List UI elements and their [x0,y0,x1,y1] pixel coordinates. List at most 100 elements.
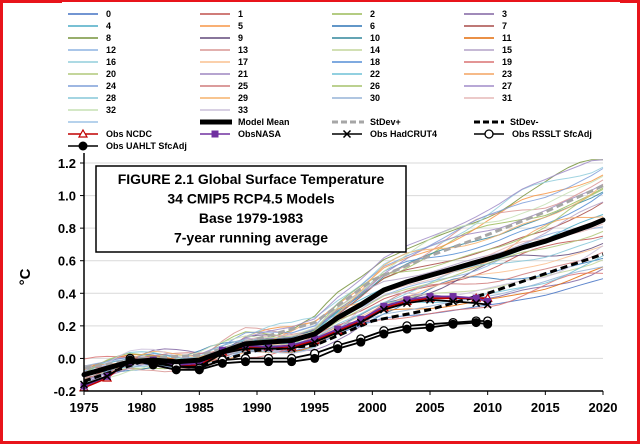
model-line-3 [83,268,604,381]
legend-label-model: 10 [370,33,380,43]
obs-point-obs-uahlt-sfcadj [310,353,320,363]
obs-point-obs-uahlt-sfcadj [194,365,204,375]
obs-point-obs-uahlt-sfcadj [379,329,389,339]
obs-point-obsnasa [357,315,365,323]
legend-label-model: 21 [238,69,248,79]
x-tick-label: 2000 [358,400,387,415]
y-tick-label: 0.0 [58,351,76,366]
obs-point-obs-uahlt-sfcadj [402,324,412,334]
x-tick-label: 1985 [185,400,214,415]
legend-box [62,2,620,153]
title-line-4: 7-year running average [174,230,328,246]
obs-point-obs-uahlt-sfcadj [448,319,458,329]
obs-point-obs-hadcrut4 [402,299,411,308]
legend-label-model: 25 [238,81,248,91]
obs-point-obs-uahlt-sfcadj [425,322,435,332]
legend-label-model: 13 [238,45,248,55]
obs-point-obsnasa [426,293,434,301]
y-tick-label: 1.2 [58,156,76,171]
obs-point-obsnasa [288,341,296,349]
legend-label-model: 14 [370,45,380,55]
legend-label-model: 24 [106,81,116,91]
legend-label-model: 18 [370,57,380,67]
title-line-2: 34 CMIP5 RCP4.5 Models [167,191,334,207]
model-line-22 [83,255,604,374]
obs-point-obs-hadcrut4 [356,318,365,327]
legend-label-model: 33 [238,105,248,115]
obs-point-obs-hadcrut4 [310,338,319,347]
legend-label-model: 8 [106,33,111,43]
legend-marker-obs-hadcrut4 [342,129,352,139]
y-tick-label: -0.2 [54,384,76,399]
y-tick-label: 1.0 [58,189,76,204]
legend-marker-obs-uahlt-sfcadj [78,141,88,151]
x-tick-label: 1980 [127,400,156,415]
x-tick-label: 1990 [243,400,272,415]
obs-point-obs-hadcrut4 [449,297,458,306]
legend-label-model: 31 [502,93,512,103]
obs-point-obs-uahlt-sfcadj [356,337,366,347]
obs-point-obsnasa [449,293,457,301]
obs-point-obsnasa [472,294,480,302]
x-tick-label: 2010 [473,400,502,415]
legend-label-model: 30 [370,93,380,103]
legend-label-model: 19 [502,57,512,67]
y-tick-label: 0.4 [58,286,77,301]
legend-marker-obsnasa [211,130,219,138]
legend-label-model: 9 [238,33,243,43]
model-mean-line [81,217,606,378]
obs-point-obs-hadcrut4 [103,372,112,381]
legend-marker-obs-rsslt-sfcadj [484,129,494,139]
obs-point-obsnasa [403,296,411,304]
legend-label-model: 0 [106,9,111,19]
obs-point-obs-hadcrut4 [264,344,273,353]
legend-label-model: 16 [106,57,116,67]
legend-label-model: 12 [106,45,116,55]
x-tick-label: 1975 [70,400,99,415]
obs-point-obs-uahlt-sfcadj [171,365,181,375]
obs-point-obsnasa [380,302,388,310]
model-mean-path [81,217,606,378]
stdev-plus-line [83,184,604,370]
legend-label-model: 3 [502,9,507,19]
model-line-33 [83,245,604,378]
legend-marker-obs-ncdc [77,128,89,138]
obs-point-obs-uahlt-sfcadj [287,357,297,367]
legend-label-obsnasa: ObsNASA [238,129,282,139]
legend-label-model: 6 [370,21,375,31]
legend-label-model: 5 [238,21,243,31]
legend-label-model: 20 [106,69,116,79]
title-line-3: Base 1979-1983 [199,210,304,226]
legend-label-model: 32 [106,105,116,115]
legend-label-model: 4 [106,21,111,31]
title-box: FIGURE 2.1 Global Surface Temperature 34 … [95,165,407,253]
title-box-frame [95,165,407,253]
legend-label-model: 29 [238,93,248,103]
legend-label-model: 1 [238,9,243,19]
obs-point-obs-uahlt-sfcadj [471,318,481,328]
obs-point-obs-hadcrut4 [287,344,296,353]
legend-label-model-mean: Model Mean [238,117,290,127]
legend-label-model: 28 [106,93,116,103]
obs-point-obsnasa [334,325,342,333]
obs-point-obs-uahlt-sfcadj [217,358,227,368]
obs-point-obs-hadcrut4 [333,328,342,337]
axes: 1975 1980 1985 1990 1995 2000 2005 2010 2015 2020… [17,125,617,415]
y-tick-label: 0.8 [58,221,76,236]
legend-label-model: 11 [502,33,512,43]
legend-label-stdev-minus: StDev- [510,117,539,127]
x-tick-label: 2015 [531,400,560,415]
legend-label-model: 27 [502,81,512,91]
x-tick-label: 2020 [589,400,618,415]
obs-point-obs-hadcrut4 [379,305,388,314]
legend-label-model: 7 [502,21,507,31]
legend-label-model: 26 [370,81,380,91]
legend-label-model: 2 [370,9,375,19]
legend-label-stdev-plus: StDev+ [370,117,401,127]
legend-label-obs-uahlt-sfcadj: Obs UAHLT SfcAdj [106,141,187,151]
obs-point-obs-hadcrut4 [425,295,435,304]
obs-point-obs-hadcrut4 [483,300,492,309]
model-line-29 [83,184,604,389]
